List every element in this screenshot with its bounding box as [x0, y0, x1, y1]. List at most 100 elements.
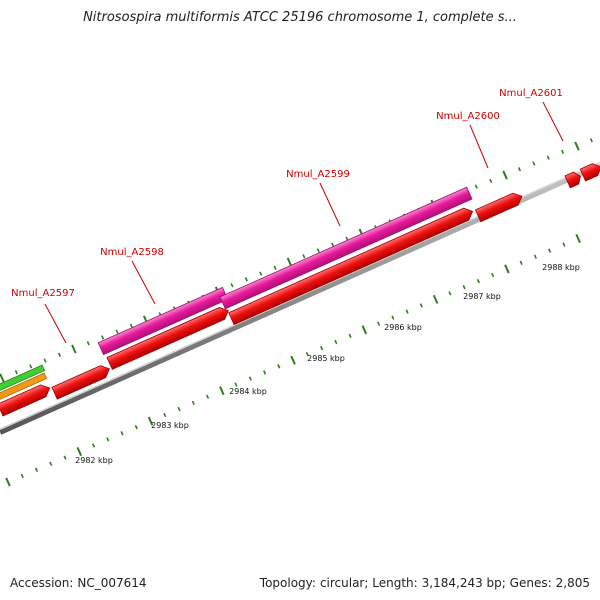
outer-scale-minor-tick [86, 341, 90, 346]
inner-scale-minor-tick [263, 370, 267, 375]
gene-label-leader [469, 124, 489, 169]
length-value: 3,184,243 bp; [421, 576, 506, 590]
gene-label-leader [542, 101, 564, 142]
cds-arrow-7-shape[interactable] [579, 161, 600, 182]
kbp-label: 2987 kbp [463, 292, 501, 301]
outer-scale-minor-tick [259, 271, 263, 276]
inner-scale-minor-tick [377, 321, 381, 326]
cds-arrow-5-shape[interactable] [474, 190, 524, 223]
cds-arrow-3-shape[interactable] [106, 305, 231, 370]
outer-scale-minor-tick [57, 352, 62, 357]
genes-value: 2,805 [555, 576, 590, 590]
inner-scale-minor-tick [476, 278, 480, 284]
gene-label-leader [44, 303, 67, 344]
kbp-label: 2986 kbp [384, 323, 422, 332]
inner-scale-minor-tick [163, 412, 167, 418]
inner-scale-minor-tick [448, 291, 452, 296]
outer-scale-minor-tick [273, 265, 277, 270]
cds-arrow-2[interactable] [51, 363, 112, 400]
inner-scale-minor-tick [334, 339, 338, 345]
kbp-label: 2983 kbp [151, 421, 189, 430]
inner-scale-minor-tick [548, 248, 552, 253]
inner-scale-major-tick [219, 386, 225, 396]
green-feature-shape[interactable] [0, 364, 46, 396]
kbp-label: 2988 kbp [542, 263, 580, 272]
outer-scale-minor-tick [101, 335, 105, 340]
outer-scale-minor-tick [517, 167, 522, 172]
inner-scale-minor-tick [134, 425, 138, 430]
inner-scale-minor-tick [419, 303, 423, 308]
inner-scale-major-tick [147, 416, 154, 426]
inner-scale-major-tick [5, 477, 11, 487]
outer-scale-major-tick [502, 170, 508, 180]
gene-labels: Nmul_A2597 Nmul_A2598 Nmul_A2599 Nmul_A2600… [11, 88, 563, 299]
kbp-label: 2982 kbp [75, 456, 113, 465]
gene-bar-2-shape[interactable] [219, 186, 473, 310]
outer-scale-minor-tick [532, 161, 536, 166]
outer-scale-minor-tick [230, 283, 234, 288]
cds-arrow-6-shape[interactable] [564, 170, 583, 189]
inner-scale-minor-tick [177, 406, 181, 412]
inner-scale-minor-tick [191, 400, 195, 406]
genome-summary: Topology: circular; Length: 3,184,243 bp; … [260, 576, 590, 590]
topology-label: Topology: [259, 576, 316, 590]
cds-arrow-1-shape[interactable] [0, 382, 52, 417]
outer-scale-minor-tick [302, 254, 306, 259]
kbp-label: 2984 kbp [229, 387, 267, 396]
outer-scale-minor-tick [546, 155, 550, 160]
orange-feature-shape[interactable] [0, 372, 48, 404]
cds-arrow-6[interactable] [564, 170, 583, 189]
inner-scale-minor-tick [519, 260, 523, 265]
outer-scale-minor-tick [29, 364, 33, 369]
inner-scale-minor-tick [248, 376, 252, 381]
kbp-label: 2985 kbp [307, 354, 345, 363]
outer-scale-minor-tick [474, 184, 478, 189]
gene-label[interactable]: Nmul_A2601 [499, 88, 563, 99]
outer-scale-minor-tick [43, 358, 47, 363]
accession-label: Accession: [10, 576, 74, 590]
inner-scale-minor-tick [533, 254, 537, 259]
inner-scale-minor-tick [491, 272, 495, 278]
inner-scale-minor-tick [120, 431, 124, 436]
inner-scale-minor-tick [405, 309, 409, 314]
green-feature[interactable] [0, 364, 46, 396]
cds-arrow-4-shape[interactable] [228, 205, 475, 326]
gene-bar-2[interactable] [219, 186, 473, 310]
orange-feature[interactable] [0, 372, 48, 404]
gene-label[interactable]: Nmul_A2598 [100, 247, 164, 258]
outer-scale-major-tick [574, 141, 580, 151]
gene-label-leader [131, 260, 156, 305]
map-title: Nitrosospira multiformis ATCC 25196 chro… [83, 10, 517, 25]
inner-scale-major-tick [504, 264, 510, 274]
inner-scale-minor-tick [348, 333, 352, 339]
cds-arrow-2-shape[interactable] [51, 363, 112, 400]
inner-scale-minor-tick [63, 455, 67, 460]
outer-scale-minor-tick [115, 329, 119, 334]
outer-scale-minor-tick [489, 178, 493, 184]
outer-scale-minor-tick [14, 370, 18, 375]
cds-arrow-3[interactable] [106, 305, 231, 370]
outer-scale-minor-tick [244, 277, 248, 282]
cds-arrow-7[interactable] [579, 161, 600, 182]
outer-scale-major-tick [71, 344, 77, 354]
inner-scale-minor-tick [562, 242, 566, 247]
inner-scale-major-tick [361, 325, 368, 335]
cds-arrow-5[interactable] [474, 190, 524, 223]
accession-value: NC_007614 [77, 576, 147, 590]
outer-scale-minor-tick [316, 248, 320, 253]
outer-scale-major-tick [286, 257, 293, 267]
inner-scale-minor-tick [91, 443, 96, 448]
inner-scale-major-tick [575, 233, 581, 244]
gene-label[interactable]: Nmul_A2597 [11, 288, 75, 299]
inner-scale-minor-tick [305, 352, 309, 357]
cds-arrow-4[interactable] [228, 205, 475, 326]
gene-label-leaders [44, 101, 564, 344]
gene-label[interactable]: Nmul_A2600 [436, 111, 500, 122]
inner-scale-minor-tick [106, 437, 110, 442]
inner-scale-minor-tick [320, 345, 324, 351]
cds-arrow-1[interactable] [0, 382, 52, 417]
inner-tick-track [5, 233, 581, 487]
genes-label: Genes: [509, 576, 552, 590]
gene-label[interactable]: Nmul_A2599 [286, 169, 350, 180]
